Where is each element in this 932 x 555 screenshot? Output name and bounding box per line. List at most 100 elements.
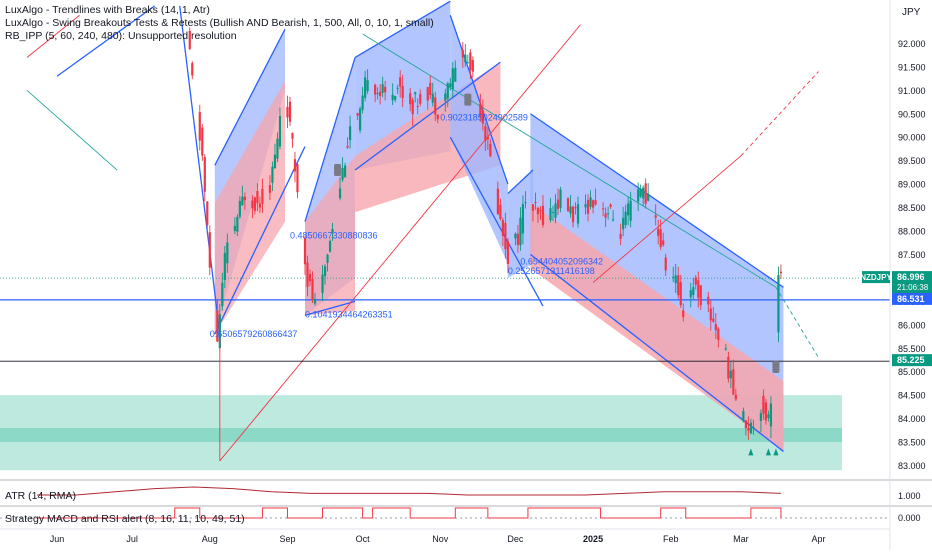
candle-body [466, 62, 469, 64]
candle-body [534, 202, 537, 204]
y-tick-label: 91.500 [898, 62, 926, 72]
candle-body [484, 126, 487, 141]
candle-body [607, 213, 610, 215]
strategy-pane-label[interactable]: Strategy MACD and RSI alert (8, 16, 11, … [5, 513, 245, 525]
candle-body [233, 225, 236, 231]
candle-body [381, 84, 384, 93]
channel-line [507, 169, 534, 194]
candle-body [261, 188, 264, 204]
candle-body [769, 403, 773, 427]
candle-body [328, 240, 332, 252]
candle-body [469, 52, 472, 71]
y-tick-label: 85.500 [898, 344, 926, 354]
y-tick-label: 89.000 [898, 180, 926, 190]
candle-body [549, 208, 552, 221]
price-badge [892, 271, 932, 294]
x-tick-label: Aug [202, 534, 218, 544]
indicator-legend-3[interactable]: RB_IPP (5, 60, 240, 480): Unsupported re… [5, 30, 237, 42]
candle-body [619, 233, 622, 240]
candle-body [191, 63, 194, 76]
candle-body [496, 188, 499, 215]
price-badge [892, 354, 932, 367]
candle-body [394, 96, 397, 100]
candle-body [374, 84, 377, 95]
candle-body [727, 356, 730, 379]
candle-body [399, 77, 402, 87]
candle-body [654, 215, 657, 218]
candle-body [396, 87, 399, 89]
candle-body [356, 113, 359, 116]
candle-body [664, 257, 667, 271]
candle-body [321, 274, 324, 293]
candle-body [759, 413, 763, 421]
candle-body [591, 200, 595, 208]
candle-body [712, 318, 715, 322]
buy-signal-marker [748, 448, 754, 456]
trendline-break [362, 33, 777, 288]
candle-body [449, 83, 452, 88]
candle-body [747, 427, 750, 431]
channel-shade [214, 80, 285, 335]
x-tick-label: Sep [279, 534, 295, 544]
candle-body [692, 287, 695, 296]
candle-body [622, 217, 625, 230]
candle-body [278, 116, 282, 147]
indicator-legend-2[interactable]: LuxAlgo - Swing Breakouts Tests & Retest… [5, 17, 434, 29]
breakout-marker [334, 164, 342, 177]
candle-body [642, 187, 645, 199]
y-tick-label: 84.000 [898, 414, 926, 424]
atr-pane-label[interactable]: ATR (14, RMA) [5, 490, 76, 502]
y-tick-label: 83.500 [898, 438, 926, 448]
strategy-line [36, 507, 782, 519]
candle-body [273, 154, 277, 169]
candle-body [434, 97, 437, 115]
candle-body [624, 211, 627, 225]
candle-body [644, 183, 647, 204]
channel-annotation: 0.6506579260866437 [210, 329, 298, 339]
candle-body [724, 348, 727, 350]
candle-body [584, 204, 587, 208]
candle-body [243, 196, 246, 201]
candle-body [554, 203, 557, 218]
y-tick-label: 84.500 [898, 391, 926, 401]
candle-body [216, 310, 219, 342]
candle-body [271, 166, 274, 183]
candle-body [531, 204, 535, 211]
candle-body [379, 91, 382, 97]
candle-body [258, 203, 262, 208]
candle-body [251, 200, 254, 209]
candle-body [409, 93, 412, 105]
price-badge-value: 86.531 [897, 294, 925, 304]
candle-body [707, 296, 710, 305]
candle-body [361, 95, 364, 110]
candle-body [714, 324, 717, 331]
symbol-badge-label: NZDJPY [860, 273, 892, 282]
candle-body [749, 422, 752, 434]
channel-line [304, 57, 356, 222]
candle-body [672, 276, 675, 278]
candle-body [589, 197, 592, 207]
y-tick-label: 85.000 [898, 367, 926, 377]
candle-body [504, 222, 507, 250]
breakout-marker [772, 361, 780, 374]
x-tick-label: Mar [733, 534, 749, 544]
indicator-legend-1[interactable]: LuxAlgo - Trendlines with Breaks (14, 1,… [5, 4, 210, 16]
candle-body [291, 133, 294, 139]
candle-body [499, 204, 502, 219]
candle-body [777, 275, 780, 333]
candle-body [444, 93, 447, 101]
candle-body [637, 189, 640, 202]
candle-body [601, 208, 605, 210]
candle-body [629, 200, 632, 221]
channel-line [56, 5, 156, 77]
currency-label: JPY [902, 7, 921, 18]
channel-annotation: 0.4850667330880836 [290, 231, 378, 241]
candle-body [697, 280, 700, 298]
y-tick-label: 83.000 [898, 461, 926, 471]
candle-body [313, 298, 317, 304]
candle-body [594, 200, 597, 205]
candle-body [206, 201, 209, 226]
y-tick-label: 91.000 [898, 86, 926, 96]
channel-line [354, 61, 501, 171]
